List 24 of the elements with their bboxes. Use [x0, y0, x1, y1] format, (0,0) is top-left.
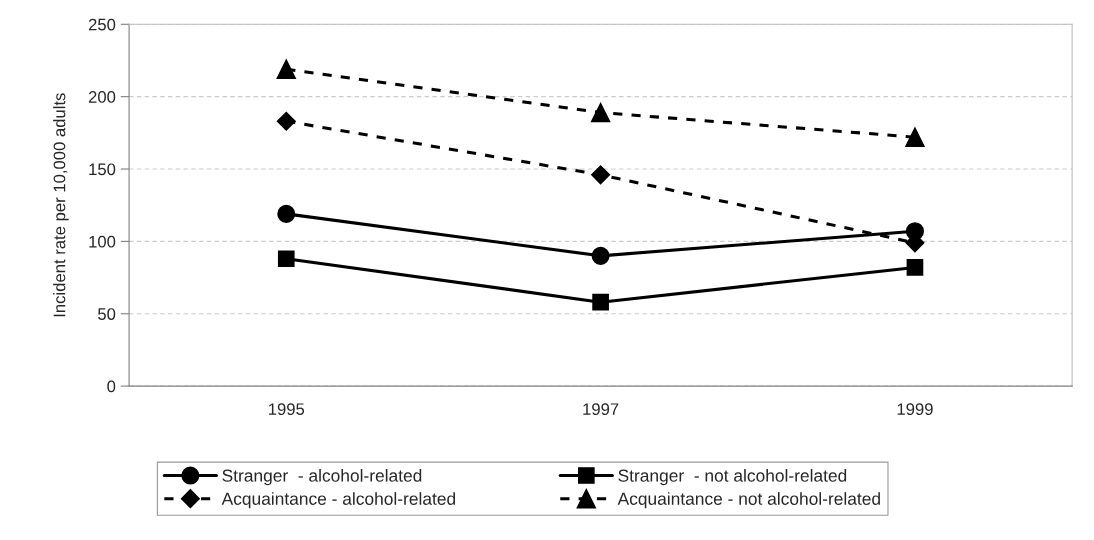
point [905, 127, 925, 147]
x-tick-label: 1997 [583, 403, 619, 416]
point [277, 204, 296, 223]
x-tick-label: 1999 [897, 403, 933, 416]
legend-label: Acquaintance - alcohol-related [221, 492, 456, 509]
legend-label: Stranger - not alcohol-related [618, 469, 847, 486]
point [276, 59, 296, 79]
point [592, 293, 609, 311]
y-tick-label: 100 [89, 235, 116, 248]
y-tick-label: 50 [98, 308, 116, 320]
point [590, 102, 611, 123]
y-tick-label: 200 [88, 91, 116, 103]
legend-label: Acquaintance - not alcohol-related [617, 492, 880, 509]
point [591, 246, 610, 265]
point [277, 250, 295, 268]
legend-label: Stranger - alcohol-related [222, 469, 422, 486]
y-tick-label: 0 [107, 380, 116, 393]
x-tick-label: 1995 [269, 403, 305, 416]
y-tick-label: 250 [88, 18, 116, 31]
point [591, 165, 611, 185]
point [906, 259, 924, 276]
y-axis-title: Incident rate per 10,000 adults [53, 93, 69, 317]
point [276, 111, 296, 131]
y-tick-label: 150 [89, 163, 116, 176]
